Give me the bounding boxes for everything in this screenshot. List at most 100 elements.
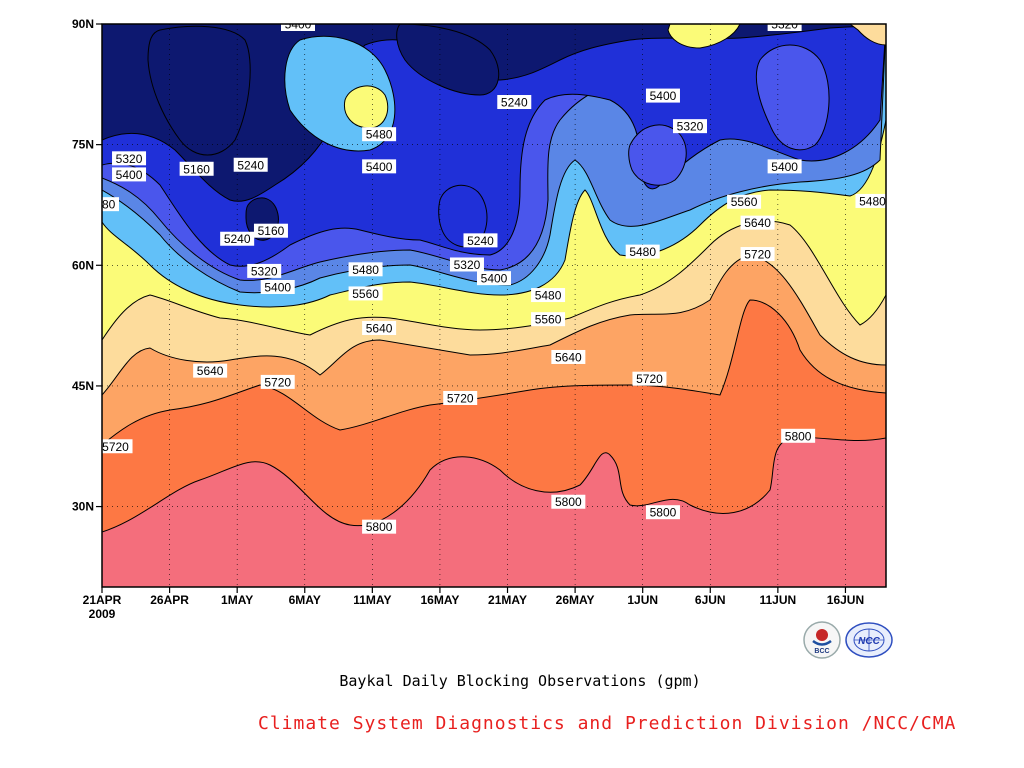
contour-label: 5640 [555, 350, 582, 364]
contour-label-box [477, 271, 511, 286]
contour-label: 5800 [555, 495, 582, 509]
contour-label: 5320 [251, 264, 278, 278]
contour-label-box [348, 286, 383, 301]
plot-frame [101, 23, 887, 588]
contour-label: 5480 [89, 198, 116, 212]
contour-label: 5160 [183, 162, 210, 176]
contour-label-box [281, 24, 315, 31]
contour-label-box [247, 263, 282, 278]
contour-pocket [628, 124, 687, 186]
gridlines [102, 24, 886, 587]
y-tick-label: 60N [72, 258, 94, 272]
contour-label: 5400 [650, 89, 677, 103]
contour-label-box [220, 231, 255, 246]
contour-label: 5560 [352, 287, 379, 301]
contour-label-box [112, 167, 147, 182]
x-tick-label: 21APR [83, 593, 122, 607]
contour-label: 5400 [116, 168, 143, 182]
contour-label-box [781, 428, 816, 443]
contour-label-box [632, 371, 667, 386]
contour-label-box [727, 194, 762, 209]
contour-label: 5320 [116, 152, 143, 166]
contour-label-box [673, 119, 707, 134]
contour-label: 5480 [629, 245, 656, 259]
contour-label-box [497, 95, 532, 110]
x-tick-label: 16MAY [420, 593, 459, 607]
contour-label-box [645, 88, 680, 103]
contour-label-box [443, 390, 478, 405]
contour-label-box [625, 244, 660, 259]
contour-label: 5720 [744, 248, 771, 262]
contour-fills [102, 24, 886, 587]
contour-label: 5400 [285, 18, 312, 32]
contour-label: 5480 [535, 289, 562, 303]
svg-text:NCC: NCC [858, 636, 880, 647]
contour-label-box [767, 159, 802, 174]
x-axis: 21APR 26APR 1MAY 6MAY 11MAY 16MAY 21MAY 26MAY 1J… [83, 587, 864, 621]
contour-label-box [233, 157, 268, 172]
y-tick-label: 45N [72, 379, 94, 393]
contour-label-box [855, 193, 886, 208]
x-tick-label: 6JUN [695, 593, 726, 607]
y-tick-label: 90N [72, 17, 94, 31]
contour-label-box [463, 233, 498, 248]
contour-label-box [362, 127, 397, 142]
contour-label-box [253, 223, 288, 238]
contour-label: 5560 [731, 195, 758, 209]
contour-label-box [193, 363, 228, 378]
contour-label: 5720 [102, 440, 129, 454]
ncc-logo: NCC [844, 620, 894, 664]
contour-label: 5800 [785, 429, 812, 443]
contour-label-box [102, 197, 119, 212]
contour-label-box [531, 312, 566, 327]
contour-label-box [179, 161, 214, 176]
x-tick-label: 1MAY [221, 593, 253, 607]
contour-label-box [102, 439, 133, 454]
contour-pocket [396, 24, 500, 96]
bcc-logo: BCC [802, 620, 842, 664]
contour-pocket [755, 44, 830, 151]
contour-label-box [551, 494, 586, 509]
contour-label: 5720 [636, 372, 663, 386]
x-tick-label: 26APR [150, 593, 189, 607]
contour-label: 5160 [258, 224, 285, 238]
x-tick-year: 2009 [89, 607, 116, 621]
contour-label-box [740, 215, 775, 230]
chart-title: Baykal Daily Blocking Observations (gpm) [339, 672, 701, 690]
y-tick-label: 75N [72, 138, 94, 152]
contour-label: 5400 [481, 272, 508, 286]
contour-label: 5240 [237, 158, 264, 172]
contour-label: 5400 [771, 160, 798, 174]
x-tick-label: 16JUN [827, 593, 864, 607]
contour-label-box [260, 280, 295, 295]
contour-label: 5240 [501, 96, 528, 110]
credit-line: Climate System Diagnostics and Predictio… [258, 713, 957, 734]
x-tick-label: 21MAY [488, 593, 527, 607]
contour-label-box [362, 519, 397, 534]
contour-pocket [343, 85, 389, 129]
contour-label: 5800 [650, 506, 677, 520]
contour-label-box [449, 257, 484, 272]
contour-label-box [362, 321, 397, 336]
contour-label-box [740, 247, 775, 262]
contour-label-box [645, 505, 680, 520]
y-tick-label: 30N [72, 500, 94, 514]
contour-label-box [362, 159, 397, 174]
contour-label: 5240 [467, 234, 494, 248]
x-tick-label: 11JUN [760, 593, 797, 607]
contour-pocket [667, 24, 741, 49]
contour-label: 5720 [447, 391, 474, 405]
contour-label: 5480 [366, 128, 393, 142]
contour-label: 5720 [264, 375, 291, 389]
contour-label: 5400 [366, 160, 393, 174]
contour-label-box [112, 151, 147, 166]
contour-pocket [147, 25, 251, 156]
contour-label: 5800 [366, 520, 393, 534]
svg-text:BCC: BCC [814, 648, 829, 655]
contour-label-box [531, 288, 566, 303]
contour-label: 5560 [535, 313, 562, 327]
contour-label: 5640 [197, 364, 224, 378]
